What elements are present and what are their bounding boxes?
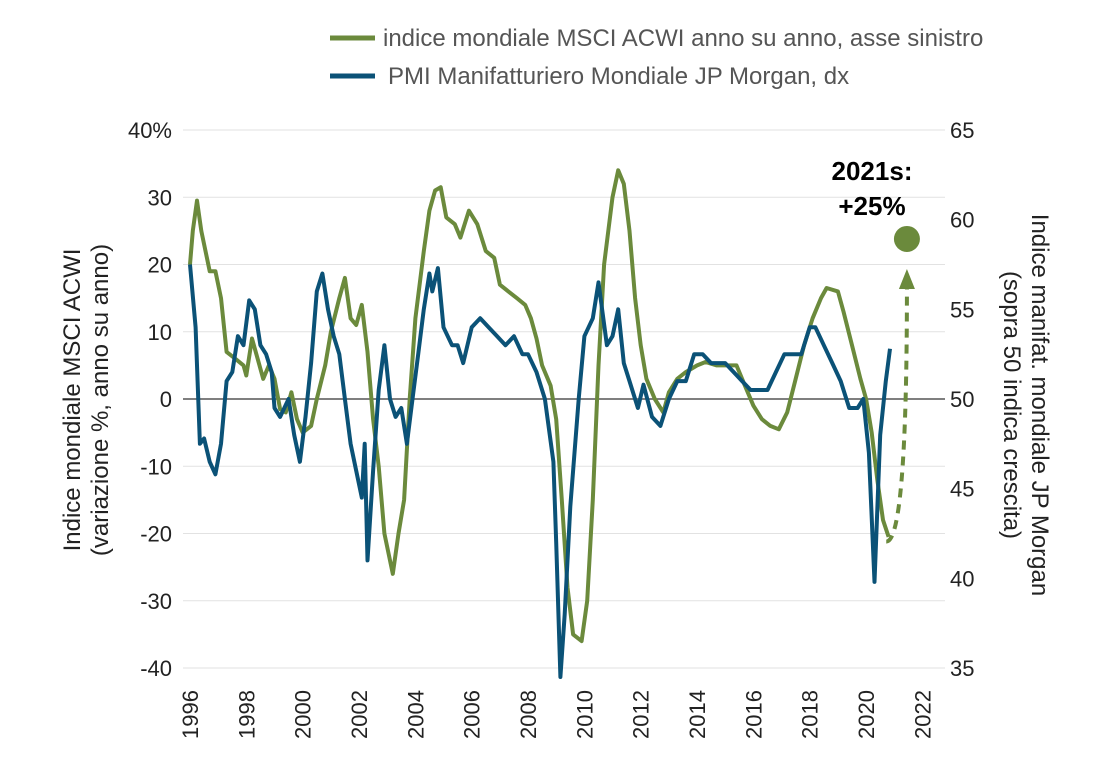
forecast-point (893, 225, 920, 252)
x-tick-label: 2010 (572, 690, 597, 739)
legend-label-pmi: PMI Manifatturiero Mondiale JP Morgan, d… (388, 63, 849, 90)
left-axis-label-line1: Indice mondiale MSCI ACWI (59, 249, 86, 552)
x-tick-label: 2020 (854, 690, 879, 739)
x-axis-ticks: 1996 1998 2000 2002 2004 2006 2008 2010 2012 2014… (178, 690, 935, 739)
right-axis-label-line2: (sopra 50 indica crescita) (998, 271, 1025, 539)
legend: indice mondiale MSCI ACWI anno su anno, … (330, 25, 983, 90)
x-tick-label: 2008 (516, 690, 541, 739)
x-tick-label: 2000 (291, 690, 316, 739)
right-axis-ticks: 65 60 55 50 45 40 35 (950, 118, 974, 681)
right-tick-label: 50 (950, 387, 974, 412)
left-tick-label: 10 (148, 320, 172, 345)
forecast-annotation: 2021s: +25% (832, 156, 920, 544)
left-tick-label: -10 (140, 454, 172, 479)
right-axis-label: Indice manifat. mondiale JP Morgan (sopr… (998, 214, 1053, 596)
right-tick-label: 45 (950, 477, 974, 502)
left-axis-label: Indice mondiale MSCI ACWI (variazione %,… (59, 244, 114, 556)
pmi-line (188, 264, 892, 679)
legend-label-msci: indice mondiale MSCI ACWI anno su anno, … (383, 25, 983, 52)
annotation-line1: 2021s: (832, 156, 913, 186)
x-tick-label: 2004 (403, 690, 428, 739)
right-tick-label: 60 (950, 208, 974, 233)
left-tick-label: -30 (140, 589, 172, 614)
series-lines (188, 168, 892, 679)
x-tick-label: 1996 (178, 690, 203, 739)
left-tick-label: -20 (140, 522, 172, 547)
forecast-arrow-line (885, 286, 909, 544)
x-tick-label: 2012 (629, 690, 654, 739)
x-tick-label: 2022 (910, 690, 935, 739)
right-axis-label-line1: Indice manifat. mondiale JP Morgan (1026, 214, 1053, 596)
right-tick-label: 40 (950, 566, 974, 591)
grid (183, 129, 945, 669)
left-tick-label: 0 (160, 387, 172, 412)
msci-line (188, 168, 891, 644)
left-tick-label: 20 (148, 253, 172, 278)
right-tick-label: 35 (950, 656, 974, 681)
x-tick-label: 2016 (741, 690, 766, 739)
left-axis-ticks: 40% 30 20 10 0 -10 -20 -30 -40 (128, 118, 172, 681)
x-tick-label: 2014 (685, 690, 710, 739)
left-axis-label-line2: (variazione %, anno su anno) (87, 244, 114, 556)
x-tick-label: 1998 (234, 690, 259, 739)
left-tick-label: -40 (140, 656, 172, 681)
right-tick-label: 55 (950, 297, 974, 322)
x-tick-label: 2018 (798, 690, 823, 739)
forecast-arrow-head (898, 268, 915, 289)
right-tick-label: 65 (950, 118, 974, 143)
x-tick-label: 2006 (460, 690, 485, 739)
annotation-line2: +25% (838, 191, 905, 221)
left-tick-label: 30 (148, 185, 172, 210)
left-tick-label: 40% (128, 118, 172, 143)
x-tick-label: 2002 (347, 690, 372, 739)
